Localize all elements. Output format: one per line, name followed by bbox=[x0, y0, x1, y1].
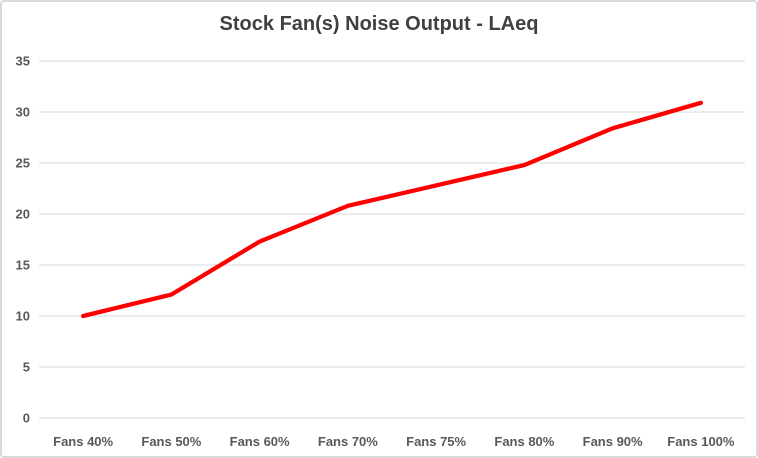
x-axis-category-label: Fans 75% bbox=[406, 434, 466, 449]
y-axis-tick-label: 30 bbox=[16, 105, 30, 120]
y-axis-tick-label: 5 bbox=[23, 360, 30, 375]
y-axis-tick-label: 35 bbox=[16, 54, 30, 69]
y-axis-tick-label: 10 bbox=[16, 309, 30, 324]
x-axis-category-label: Fans 70% bbox=[318, 434, 378, 449]
x-axis-category-label: Fans 90% bbox=[583, 434, 643, 449]
x-axis-category-label: Fans 60% bbox=[230, 434, 290, 449]
x-axis-category-label: Fans 50% bbox=[141, 434, 201, 449]
x-axis-category-label: Fans 40% bbox=[53, 434, 113, 449]
y-axis-tick-label: 0 bbox=[23, 411, 30, 426]
y-axis-tick-label: 25 bbox=[16, 156, 30, 171]
x-axis-category-label: Fans 80% bbox=[494, 434, 554, 449]
y-axis-tick-label: 20 bbox=[16, 207, 30, 222]
series-line-laeq bbox=[81, 100, 703, 319]
x-axis-category-label: Fans 100% bbox=[667, 434, 735, 449]
chart-title: Stock Fan(s) Noise Output - LAeq bbox=[219, 13, 539, 35]
y-axis-tick-label: 15 bbox=[16, 258, 30, 273]
